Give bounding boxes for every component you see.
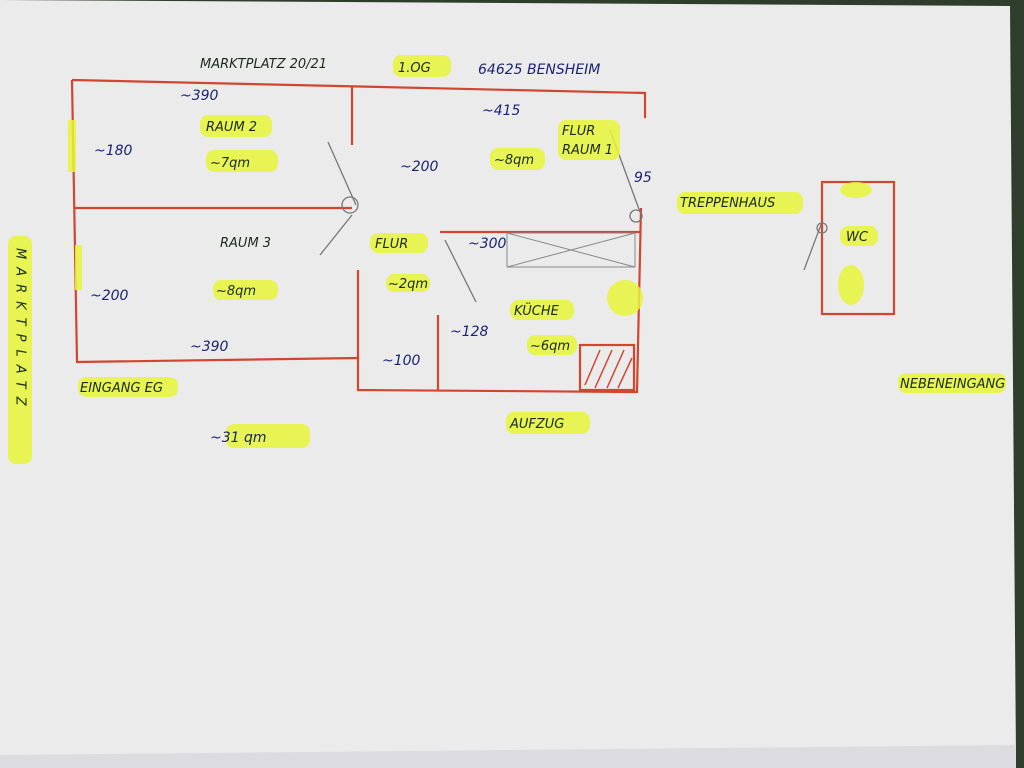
stairwell-label: TREPPENHAUS: [680, 196, 775, 211]
total-area-label: ~31 qm: [210, 430, 267, 446]
room-area: ~8qm: [494, 153, 534, 168]
room-name: RAUM 2: [206, 120, 257, 135]
room-name: FLUR: [562, 124, 595, 139]
dimension-label: ~100: [382, 353, 421, 369]
city-text: 64625 BENSHEIM: [478, 62, 600, 78]
walls: [68, 78, 896, 394]
paper-edge: [0, 745, 1016, 768]
room-name: FLUR: [375, 237, 408, 252]
room-area: ~7qm: [210, 156, 250, 171]
room-raum3: RAUM 3 ~8qm ~200 ~390: [90, 236, 278, 355]
room-name: KÜCHE: [514, 302, 560, 319]
room-name: RAUM 3: [220, 236, 271, 251]
room-kueche: ~300 KÜCHE ~6qm ~128: [450, 236, 577, 355]
entrance-label: EINGANG EG: [80, 381, 163, 396]
address-text: MARKTPLATZ 20/21: [200, 57, 327, 72]
room-flur: FLUR ~2qm ~100: [370, 233, 430, 369]
dimension-label: ~200: [400, 159, 439, 175]
door-width-label: 95: [634, 170, 652, 186]
dimension-label: ~390: [190, 339, 229, 355]
floor-text: 1.OG: [398, 61, 431, 76]
room-area: ~8qm: [216, 284, 256, 299]
dimension-label: ~300: [468, 236, 507, 252]
dimension-label: ~200: [90, 288, 129, 304]
dimension-label: ~415: [482, 103, 521, 119]
elevator-label: AUFZUG: [509, 417, 564, 432]
room-area: ~2qm: [388, 277, 428, 292]
street-label: MARKTPLATZ: [13, 248, 28, 413]
dimension-label: ~180: [94, 143, 133, 159]
room-raum2: ~390 RAUM 2 ~7qm ~180: [94, 88, 278, 172]
header: MARKTPLATZ 20/21 1.OG 64625 BENSHEIM: [200, 55, 600, 78]
room-name: RAUM 1: [562, 143, 613, 158]
labels: EINGANG EG ~31 qm AUFZUG TREPPENHAUS NEB…: [8, 192, 1006, 464]
room-name: WC: [846, 230, 869, 245]
side-entrance-label: NEBENEINGANG: [900, 377, 1005, 392]
room-wc: WC: [840, 226, 878, 246]
room-raum1: ~415 FLUR RAUM 1 ~8qm ~200 95: [400, 103, 652, 186]
dimension-label: ~390: [180, 88, 219, 104]
dimension-label: ~128: [450, 324, 489, 340]
room-area: ~6qm: [530, 339, 570, 354]
